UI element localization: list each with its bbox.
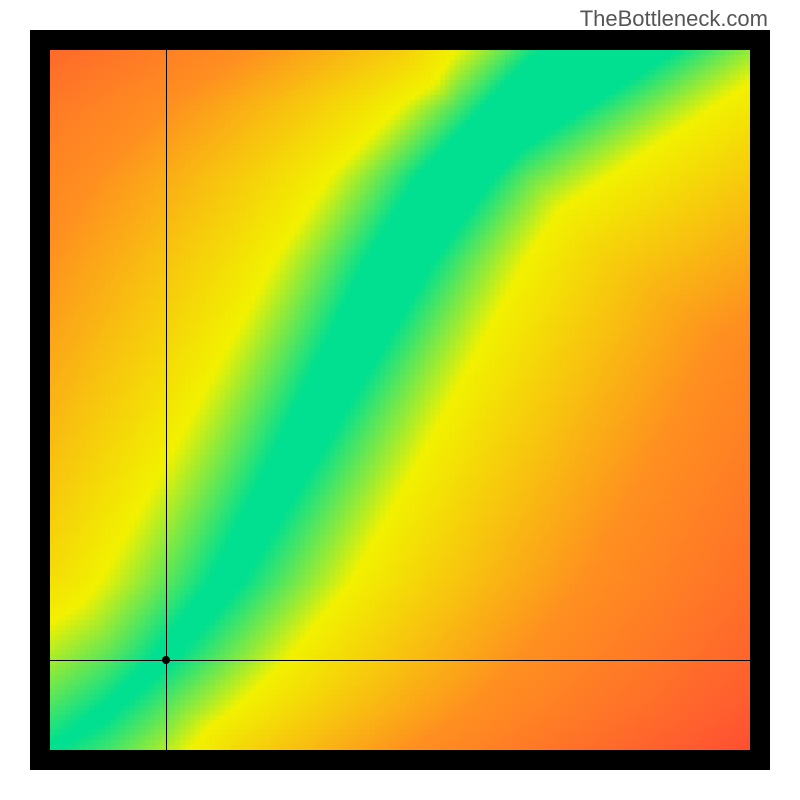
chart-frame xyxy=(30,30,770,770)
crosshair-vertical xyxy=(166,50,167,750)
heatmap-canvas xyxy=(50,50,750,750)
crosshair-marker xyxy=(162,656,170,664)
crosshair-horizontal xyxy=(50,660,750,661)
watermark-text: TheBottleneck.com xyxy=(580,6,768,32)
heatmap-plot xyxy=(50,50,750,750)
